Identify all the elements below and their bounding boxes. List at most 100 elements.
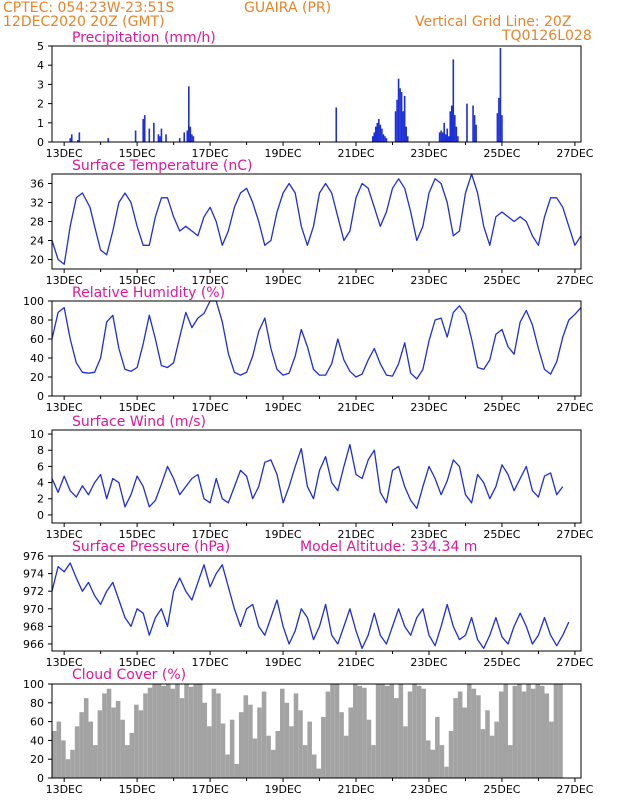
cloud-bar — [261, 691, 267, 778]
cloud-bar — [421, 688, 426, 778]
cloud-bar — [143, 693, 148, 778]
x-tick-label: 17DEC — [192, 147, 229, 160]
cloud-bar — [371, 745, 376, 778]
cloud-bar — [503, 684, 509, 778]
panel-rh: Relative Humidity (%) 0 20 40 60 80 100 13DEC 15… — [23, 285, 594, 414]
x-tick-label: 17DEC — [192, 783, 229, 796]
precip-bar — [452, 59, 455, 142]
cloud-bar — [521, 691, 527, 778]
x-tick-label: 15DEC — [119, 783, 156, 796]
panel-pressure: Surface Pressure (hPa) Model Altitude: 33… — [23, 539, 594, 669]
x-tick-label: 27DEC — [556, 147, 593, 160]
y-tick-label: 2 — [37, 98, 44, 111]
y-tick-label: 966 — [23, 638, 44, 651]
precip-bar — [77, 140, 79, 142]
cloud-bar — [93, 745, 98, 778]
precip-bar — [157, 134, 160, 142]
model-id: TQ0126L028 — [502, 28, 592, 44]
cloud-bar — [366, 719, 372, 778]
x-tick-label: 15DEC — [119, 274, 156, 287]
cloud-bar — [339, 712, 344, 778]
x-tick-label: 21DEC — [337, 528, 374, 541]
x-tick-label: 21DEC — [337, 783, 374, 796]
precip-bar — [178, 138, 181, 142]
x-tick-label: 25DEC — [483, 528, 520, 541]
precip-bar — [443, 122, 445, 142]
cloud-bar — [466, 684, 472, 778]
cloud-bar — [316, 768, 322, 778]
precip-bar — [134, 130, 137, 142]
x-tick-label: 13DEC — [46, 147, 83, 160]
plot-frame — [51, 45, 582, 143]
x-tick-label: 23DEC — [410, 147, 447, 160]
y-tick-label: 10 — [30, 428, 44, 441]
wind-series-line — [51, 443, 564, 510]
cloud-bar — [508, 745, 513, 778]
cloud-bar — [147, 687, 153, 778]
x-tick-label: 19DEC — [265, 401, 302, 414]
precip-bar — [496, 113, 499, 142]
cloud-bar — [207, 726, 212, 778]
precip-bar — [446, 128, 449, 142]
cloud-bar — [270, 749, 276, 778]
x-tick-label: 27DEC — [556, 783, 593, 796]
plot-frame — [51, 555, 582, 652]
cloud-bar — [535, 684, 540, 778]
x-tick-label: 25DEC — [483, 401, 520, 414]
precip-bar — [384, 136, 386, 142]
cloud-bar — [70, 749, 75, 778]
panel-wind: Surface Wind (m/s) 0 2 4 6 8 10 13DEC 15DEC 17DEC… — [30, 414, 594, 541]
cloud-bar — [257, 707, 262, 778]
precip-bar — [191, 134, 193, 142]
cloud-bar — [61, 740, 66, 778]
x-tick-label: 27DEC — [556, 656, 593, 669]
rh-series-line — [51, 300, 582, 380]
y-tick-label: 0 — [37, 509, 44, 522]
cloud-bar — [175, 684, 180, 778]
cloud-bar — [471, 688, 477, 778]
x-tick-label: 23DEC — [410, 274, 447, 287]
cloud-bar — [357, 685, 363, 778]
plot-frame — [51, 429, 582, 524]
cloud-bar — [275, 731, 281, 778]
precip-bar — [473, 115, 476, 142]
cloud-bar — [166, 684, 171, 778]
cloud-bar — [343, 735, 349, 778]
y-tick-label: 20 — [30, 371, 44, 384]
model-altitude-label: Model Altitude: 334.34 m — [300, 539, 477, 555]
precip-bar — [455, 126, 458, 142]
precip-bar — [381, 128, 383, 142]
precip-bar — [396, 99, 398, 142]
precip-bar — [148, 128, 151, 142]
cloud-bar — [289, 726, 294, 778]
precip-bar — [192, 136, 195, 142]
cloud-bar — [138, 710, 144, 778]
x-tick-label: 13DEC — [46, 783, 83, 796]
precip-bar — [69, 138, 72, 142]
cloud-bar — [498, 691, 504, 778]
cloud-bar — [425, 740, 431, 778]
y-tick-label: 0 — [37, 136, 44, 149]
cloud-bar — [439, 745, 445, 778]
cloud-bar — [544, 693, 550, 778]
cloud-bar — [539, 685, 545, 778]
precip-bar — [70, 134, 73, 142]
cloud-bar — [83, 698, 89, 778]
cloud-bar — [362, 687, 367, 778]
y-tick-label: 100 — [23, 678, 44, 691]
cloud-bar — [266, 735, 271, 778]
cloud-bar — [553, 684, 559, 778]
cloud-bar — [197, 684, 203, 778]
y-tick-label: 80 — [30, 697, 44, 710]
cloud-bar — [412, 684, 417, 778]
precip-bar — [335, 107, 338, 142]
precip-bar — [406, 136, 409, 142]
y-tick-label: 976 — [23, 550, 44, 563]
precip-bar — [143, 115, 146, 142]
y-tick-label: 60 — [30, 333, 44, 346]
x-tick-label: 23DEC — [410, 401, 447, 414]
x-tick-label: 23DEC — [410, 656, 447, 669]
y-tick-label: 20 — [30, 254, 44, 267]
cloud-bar — [79, 712, 84, 778]
